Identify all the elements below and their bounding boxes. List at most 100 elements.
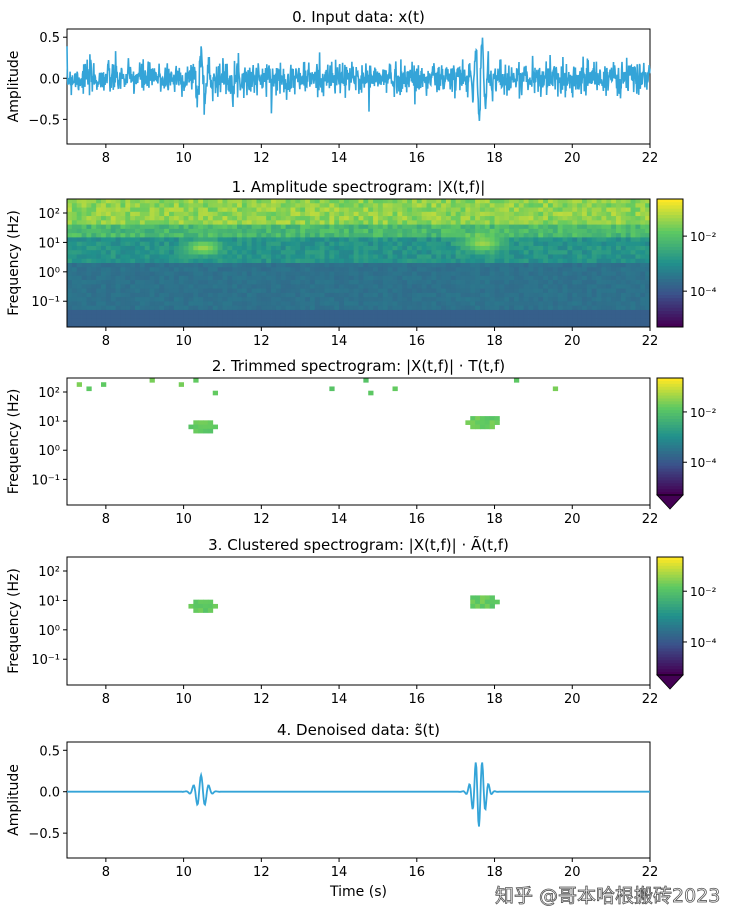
spectrogram-cell — [285, 199, 291, 204]
spectrogram-cell — [222, 203, 228, 208]
spectrogram-cell — [188, 314, 194, 319]
spectrogram-cell — [183, 305, 189, 311]
spectrogram-cell — [227, 211, 233, 217]
spectrogram-cell — [295, 216, 301, 221]
spectrogram-cell — [513, 318, 520, 324]
spectrogram-cell — [625, 280, 631, 285]
colorbar-segment — [657, 285, 683, 290]
spectrogram-cell — [81, 263, 87, 268]
spectrogram-cell — [450, 216, 457, 221]
spectrogram-cell — [81, 228, 87, 234]
spectrogram-cell — [557, 258, 563, 264]
spectrogram-cell — [538, 199, 544, 204]
panel-3: 3. Clustered spectrogram: |X(t,f)| · Ã(t… — [6, 535, 717, 707]
spectrogram-cell — [431, 233, 437, 238]
spectrogram-cell — [528, 216, 534, 221]
spectrogram-cell — [450, 245, 457, 251]
spectrogram-cell — [343, 309, 350, 315]
colorbar-segment — [657, 291, 683, 296]
spectrogram-cell — [101, 224, 107, 230]
spectrogram-cell — [139, 297, 146, 302]
spectrogram-cell — [392, 292, 398, 298]
spectrogram-cell — [178, 224, 184, 230]
spectrogram-cell — [445, 220, 452, 225]
spectrogram-cell — [562, 301, 568, 307]
spectrogram-cell — [300, 199, 306, 204]
spectrogram-cell — [334, 237, 340, 243]
spectrogram-cell — [470, 309, 476, 315]
spectrogram-cell — [178, 237, 184, 243]
spectrogram-cell — [251, 301, 257, 307]
spectrogram-cell — [67, 267, 73, 272]
spectrogram-cell — [635, 216, 641, 221]
spectrogram-cell — [183, 216, 189, 221]
spectrogram-cell — [596, 233, 602, 238]
spectrogram-cell — [339, 237, 345, 243]
spectrogram-cell — [450, 207, 457, 213]
spectrogram-cell — [300, 314, 306, 319]
spectrogram-cell — [431, 305, 437, 311]
spectrogram-cell — [630, 305, 636, 311]
colorbar-segment — [657, 639, 683, 644]
spectrogram-cell — [290, 207, 296, 213]
spectrogram-cell — [120, 228, 126, 234]
spectrogram-cell — [479, 280, 486, 285]
panel-title: 1. Amplitude spectrogram: |X(t,f)| — [232, 178, 486, 196]
x-tick-label: 16 — [409, 692, 426, 707]
spectrogram-cell — [382, 263, 389, 268]
spectrogram-cell — [645, 228, 651, 234]
spectrogram-cell — [241, 233, 248, 238]
spectrogram-cell — [144, 207, 150, 213]
spectrogram-cell — [300, 288, 306, 294]
spectrogram-cell — [402, 322, 408, 328]
spectrogram-cell — [577, 309, 583, 315]
spectrogram-cell — [91, 233, 97, 238]
spectrogram-cell — [567, 280, 573, 285]
colorbar-segment — [657, 224, 683, 229]
axes-frame — [66, 198, 651, 328]
spectrogram-cell — [470, 603, 476, 609]
spectrogram-cell — [275, 314, 282, 319]
spectrogram-cell — [528, 228, 534, 234]
spectrogram-cell — [358, 309, 364, 315]
spectrogram-cell — [339, 305, 345, 311]
spectrogram-cell — [81, 271, 87, 277]
spectrogram-cell — [441, 228, 447, 234]
spectrogram-cell — [324, 228, 330, 234]
spectrogram-cell — [135, 211, 141, 217]
spectrogram-cell — [523, 250, 529, 255]
spectrogram-cell — [135, 301, 141, 307]
spectrogram-cell — [183, 314, 189, 319]
spectrogram-cell — [640, 267, 646, 272]
spectrogram-cell — [130, 280, 136, 285]
spectrogram-cell — [382, 207, 389, 213]
spectrogram-cell — [154, 322, 160, 328]
spectrogram-cell — [513, 220, 520, 225]
spectrogram-cell — [601, 224, 607, 230]
spectrogram-cell — [314, 288, 321, 294]
spectrogram-cell — [183, 297, 189, 302]
spectrogram-cell — [581, 318, 588, 324]
spectrogram-cell — [572, 275, 578, 281]
spectrogram-cell — [475, 284, 481, 289]
spectrogram-cell — [523, 258, 529, 264]
spectrogram-cell — [149, 318, 155, 324]
spectrogram-cell — [241, 263, 248, 268]
spectrogram-cell — [479, 245, 486, 251]
spectrogram-cell — [523, 305, 529, 311]
spectrogram-cell — [368, 250, 374, 255]
spectrogram-cell — [460, 241, 466, 247]
spectrogram-cell — [266, 216, 272, 221]
spectrogram-cell — [494, 280, 500, 285]
spectrogram-cell — [397, 258, 403, 264]
spectrogram-cell — [518, 228, 525, 234]
spectrogram-cell — [460, 318, 466, 324]
spectrogram-cell — [343, 199, 350, 204]
spectrogram-cell — [178, 297, 184, 302]
spectrogram-cell — [615, 216, 622, 221]
spectrogram-cell — [411, 228, 418, 234]
spectrogram-cell — [212, 288, 219, 294]
spectrogram-cell — [606, 254, 612, 260]
spectrogram-cell — [475, 237, 481, 243]
spectrogram-cell — [630, 211, 636, 217]
